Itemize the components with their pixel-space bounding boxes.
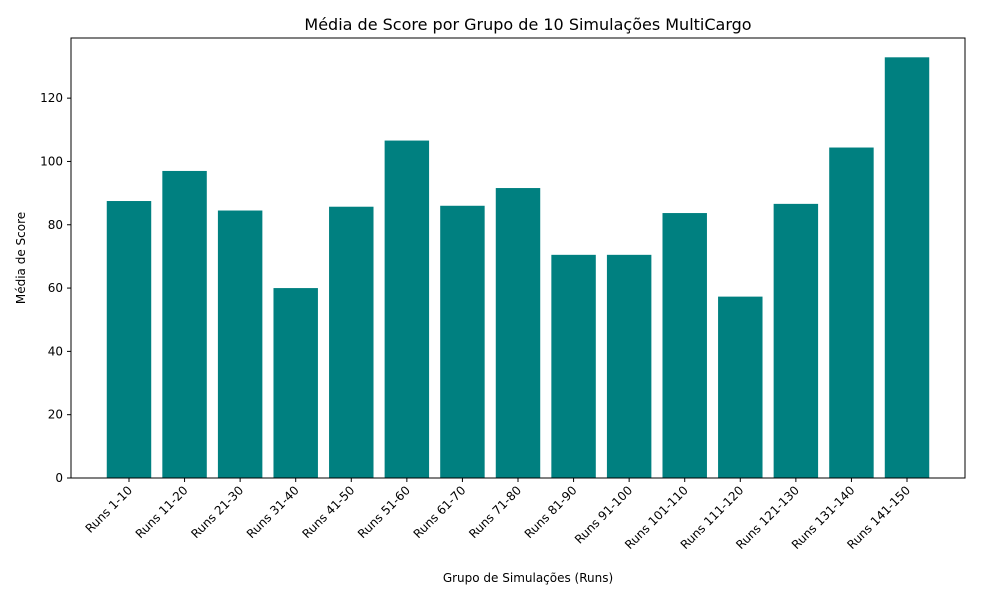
x-tick-label: Runs 21-30 (188, 483, 246, 541)
bar (773, 203, 819, 479)
bar (551, 254, 596, 478)
bars-layer (106, 57, 930, 479)
bar (162, 170, 207, 478)
y-tick-label: 0 (55, 471, 63, 485)
x-tick-label: Runs 41-50 (299, 483, 357, 541)
bar (329, 206, 374, 478)
bar (273, 288, 318, 478)
bar (606, 254, 652, 478)
bar (662, 213, 707, 478)
bar (440, 205, 485, 479)
y-tick-label: 100 (40, 154, 63, 168)
x-axis-label: Grupo de Simulações (Runs) (443, 571, 613, 585)
bar (495, 188, 541, 479)
y-axis: 0 20 40 60 80 100 120 (40, 91, 71, 485)
x-tick-label: Runs 71-80 (466, 483, 524, 541)
y-tick-label: 60 (48, 281, 63, 295)
bar (718, 296, 763, 478)
bar (884, 57, 930, 478)
chart-title: Média de Score por Grupo de 10 Simulaçõe… (304, 15, 751, 34)
x-tick-label: Runs 81-90 (522, 483, 580, 541)
y-tick-label: 80 (48, 218, 63, 232)
x-tick-label: Runs 51-60 (355, 483, 413, 541)
bar (384, 140, 430, 478)
y-tick-label: 40 (48, 344, 63, 358)
bar (217, 210, 263, 478)
x-tick-label: Runs 11-20 (133, 483, 191, 541)
plot-frame (70, 37, 966, 479)
y-axis-label: Média de Score (14, 212, 28, 304)
x-tick-label: Runs 61-70 (411, 483, 469, 541)
x-tick-label: Runs 1-10 (83, 483, 136, 536)
bar (829, 147, 874, 478)
bar (106, 201, 152, 478)
y-tick-label: 120 (40, 91, 63, 105)
y-tick-label: 20 (48, 408, 63, 422)
x-tick-label: Runs 31-40 (244, 483, 302, 541)
